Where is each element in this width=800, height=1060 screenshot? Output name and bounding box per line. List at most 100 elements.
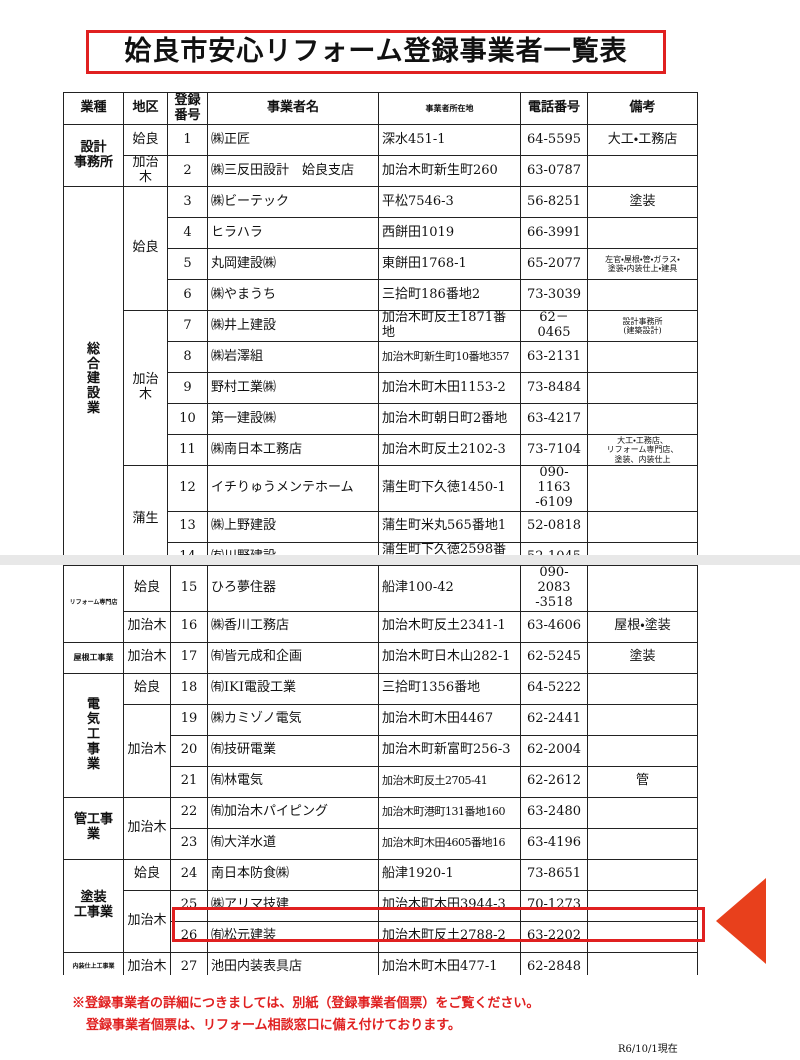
district-cell: 姶良: [123, 124, 168, 156]
header-cell: 事業者所在地: [378, 92, 521, 125]
name-cell: 池田内装表具店: [207, 951, 379, 975]
address-cell: 加治木町港町131番地160: [378, 796, 521, 829]
number-cell: 18: [170, 672, 208, 705]
table-row: 加治木 25 ㈱アリマ技建 加治木町木田3944-3 70-1273: [64, 889, 698, 953]
category-cell: 管工事 業: [63, 796, 124, 860]
table-row: 14㈲川野建設蒲生町下久徳2598番地52-1045: [64, 541, 698, 555]
number-cell: 10: [167, 403, 208, 435]
address-cell: 船津1920-1: [378, 858, 521, 891]
category-cell: 内装仕上工事業: [63, 951, 124, 975]
header-cell: 備考: [587, 92, 698, 125]
phone-cell: 62-2004: [520, 734, 588, 767]
name-cell: ㈱カミゾノ電気: [207, 703, 379, 736]
phone-cell: 65-2077: [520, 248, 588, 280]
district-cell: 加治木: [123, 796, 171, 860]
note-cell: [587, 703, 698, 736]
name-cell: ㈱正匠: [207, 124, 379, 156]
address-cell: 加治木町日木山282-1: [378, 641, 521, 674]
address-cell: 加治木町木田4605番地16: [378, 827, 521, 860]
number-cell: 5: [167, 248, 208, 280]
table-row: 9 野村工業㈱ 加治木町木田1153-2 73-8484: [64, 372, 698, 404]
table-row: 23 ㈲大洋水道 加治木町木田4605番地16 63-4196: [64, 827, 698, 860]
district-cell: 加治木: [123, 889, 171, 953]
category-cell: 設計 事務所: [63, 124, 124, 187]
address-cell: 東餅田1768-1: [378, 248, 521, 280]
district-cell: 姶良: [123, 186, 168, 311]
note-cell: [587, 565, 698, 612]
phone-cell: 64-5595: [520, 124, 588, 156]
district-cell: 加治木: [123, 610, 171, 643]
table-row: 設計 事務所 姶良 1 ㈱正匠 深水451-1 64-5595 大工・工務店: [63, 124, 698, 187]
note-cell: 塗装: [587, 641, 698, 674]
name-cell: ヒラハラ: [207, 217, 379, 249]
district-cell: 加治木: [123, 951, 171, 975]
number-cell: 20: [170, 734, 208, 767]
note-cell: [587, 403, 698, 435]
number-cell: 24: [170, 858, 208, 891]
name-cell: 第一建設㈱: [207, 403, 379, 435]
note-cell: [587, 465, 698, 512]
header-cell: 事業者名: [207, 92, 379, 125]
phone-cell: 56-8251: [520, 186, 588, 218]
name-cell: ㈲IKI電設工業: [207, 672, 379, 705]
address-cell: 三拾町1356番地: [378, 672, 521, 705]
note-cell: [587, 279, 698, 311]
number-cell: 25: [170, 889, 208, 922]
table-row: 屋根工事業 加治木 17 ㈲皆元成和企画 加治木町日木山282-1 62-5245 塗装: [63, 641, 698, 674]
address-cell: 加治木町木田4467: [378, 703, 521, 736]
table-row: 4 ヒラハラ 西餅田1019 66-3991: [64, 217, 698, 249]
note-cell: [587, 541, 698, 555]
address-cell: 加治木町木田477-1: [378, 951, 521, 975]
address-cell: 蒲生町米丸565番地1: [378, 510, 521, 543]
note-cell: [587, 796, 698, 829]
pointer-arrow: [716, 878, 766, 964]
date: R6/10/1現在: [618, 1044, 678, 1055]
address-cell: 加治木町反土2341-1: [378, 610, 521, 643]
phone-cell: 73-8484: [520, 372, 588, 404]
number-cell: 16: [170, 610, 208, 643]
phone-cell: 62-2441: [520, 703, 588, 736]
header-cell: 業種: [63, 92, 124, 125]
table: 業種 地区 登録番号 事業者名 事業者所在地 電話番号 備考 設計 事務所 姶良 1 ㈱正匠 深水45…: [63, 92, 698, 555]
header-cell: 電話番号: [520, 92, 588, 125]
number-cell: 17: [170, 641, 208, 674]
name-cell: ㈱岩澤組: [207, 341, 379, 373]
name-cell: ㈱三反田設計 姶良支店: [207, 155, 379, 187]
number-cell: 13: [167, 510, 208, 543]
address-cell: 加治木町新生町260: [378, 155, 521, 187]
name-cell: ㈱ビーテック: [207, 186, 379, 218]
table-body: リフォーム専門店 姶良 15 ひろ夢住器 船津100-42 090-2083 -3518 加…: [63, 565, 698, 975]
note: 登録事業者個票は、リフォーム相談窓口に備え付けております。: [86, 1018, 461, 1033]
district-cell: 加治木: [123, 703, 171, 798]
address-cell: 加治木町新生町10番地357: [378, 341, 521, 373]
district-cell: 加治木: [123, 641, 171, 674]
table-row: リフォーム専門店 姶良 15 ひろ夢住器 船津100-42 090-2083 -3518: [63, 565, 698, 643]
name-cell: ㈱井上建設: [207, 310, 379, 342]
highlight-box: [172, 907, 705, 942]
table-row: 電 気 工 事 業姶良 18 ㈲IKI電設工業 三拾町1356番地 64-5222: [63, 672, 698, 798]
phone-cell: 62-5245: [520, 641, 588, 674]
phone-cell: 73-3039: [520, 279, 588, 311]
table-row: 加治木 16 ㈱香川工務店 加治木町反土2341-1 63-4606 屋根・塗装: [64, 610, 698, 643]
address-cell: 加治木町新富町256-3: [378, 734, 521, 767]
note-cell: 大工・工務店、 リフォーム専門店、 塗装、内装仕上: [587, 434, 698, 466]
table-body: 業種 地区 登録番号 事業者名 事業者所在地 電話番号 備考 設計 事務所 姶良 1 ㈱正匠 深水45…: [63, 92, 698, 555]
phone-cell: 64-5222: [520, 672, 588, 705]
number-cell: 12: [167, 465, 208, 512]
number-cell: 21: [170, 765, 208, 798]
name-cell: ㈱南日本工務店: [207, 434, 379, 466]
table-row: 塗装 工事業 姶良 24 南日本防食㈱ 船津1920-1 73-8651: [63, 858, 698, 953]
note-cell: 管: [587, 765, 698, 798]
table-row: 蒲生 12 イチりゅうメンテホーム 蒲生町下久徳1450-1 090-1163 -610…: [64, 465, 698, 555]
note-cell: [587, 372, 698, 404]
phone-cell: 63-4217: [520, 403, 588, 435]
number-cell: 9: [167, 372, 208, 404]
category-cell: 屋根工事業: [63, 641, 124, 674]
note-cell: [587, 858, 698, 891]
number-cell: 11: [167, 434, 208, 466]
table-row: 管工事 業加治木 22 ㈲加治木パイピング 加治木町港町131番地160 63-2480: [63, 796, 698, 860]
note: ※登録事業者の詳細につきましては、別紙（登録事業者個票）をご覧ください。: [72, 996, 540, 1011]
number-cell: 2: [167, 155, 208, 187]
note-cell: 設計事務所 (建築設計): [587, 310, 698, 342]
